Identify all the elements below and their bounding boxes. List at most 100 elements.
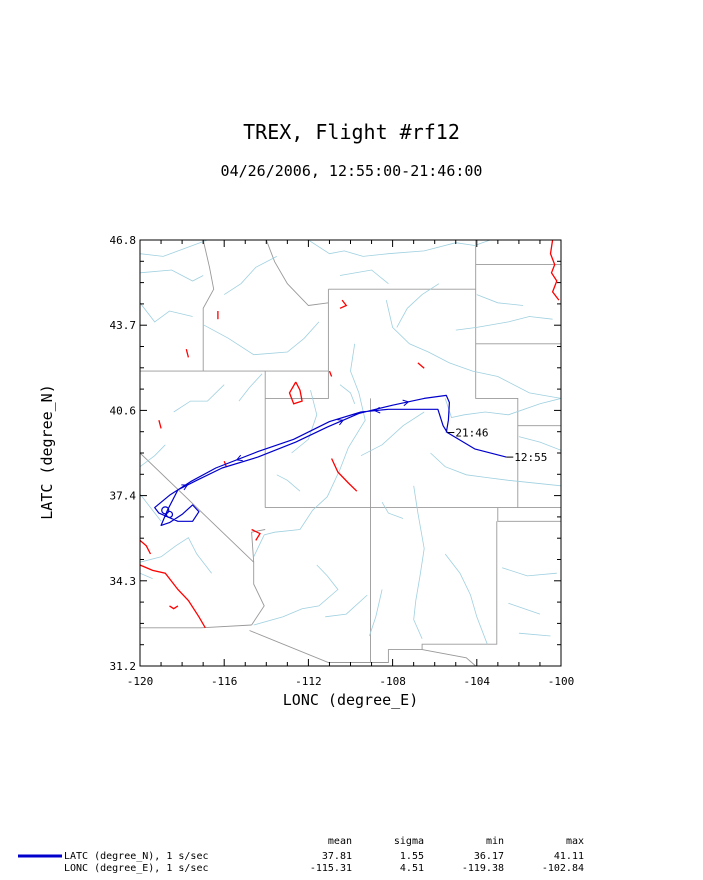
basemap-features	[140, 240, 561, 666]
track-direction-arrow	[235, 454, 243, 462]
river	[140, 537, 212, 574]
river	[508, 602, 541, 615]
state-border	[202, 240, 215, 372]
river	[385, 300, 561, 399]
river	[140, 269, 204, 282]
x-tick-label: -116	[211, 675, 238, 688]
stats-header-mean: mean	[327, 836, 352, 847]
river	[203, 321, 320, 356]
state-border	[265, 289, 329, 399]
river	[444, 553, 488, 645]
river	[444, 398, 561, 418]
stats-table: mean sigma min max LATC (degree_N), 1 s/…	[0, 836, 703, 880]
state-border	[251, 529, 266, 563]
state-border	[140, 624, 252, 629]
state-border	[475, 240, 519, 508]
chart-subtitle: 04/26/2006, 12:55:00-21:46:00	[220, 162, 483, 180]
lake-shore	[328, 370, 333, 377]
river	[253, 564, 339, 626]
river	[339, 384, 356, 404]
stats-row-max: 41.11	[553, 851, 584, 862]
chart-title: TREX, Flight #rf12	[243, 120, 460, 144]
x-tick-label: -108	[379, 675, 406, 688]
y-axis-label: LATC (degree_N)	[38, 384, 56, 520]
river	[360, 411, 425, 457]
river	[140, 572, 153, 579]
time-annotation: 21:46	[455, 427, 488, 440]
track-direction-arrow	[181, 484, 189, 491]
river	[325, 594, 368, 618]
river	[518, 632, 551, 637]
state-border	[249, 521, 498, 663]
stats-row-sigma: 4.51	[399, 863, 424, 874]
stats-row-mean: -115.31	[309, 863, 352, 874]
lake-shore	[140, 539, 152, 555]
y-tick-label: 43.7	[110, 319, 137, 332]
river	[339, 269, 389, 285]
river	[223, 256, 277, 295]
river	[140, 444, 166, 468]
x-tick-label: -112	[295, 675, 322, 688]
y-tick-label: 37.4	[110, 490, 137, 503]
state-border	[140, 452, 265, 626]
river	[430, 452, 561, 487]
lake-shore	[140, 564, 206, 629]
stats-row-label: LATC (degree_N), 1 s/sec	[64, 851, 209, 862]
basemap	[140, 240, 561, 666]
lake-shore	[549, 240, 560, 301]
river	[238, 373, 263, 402]
lake-shore	[339, 299, 348, 309]
y-tick-label: 46.8	[110, 234, 137, 247]
river	[455, 316, 553, 331]
lake-shore	[417, 362, 425, 369]
y-tick-label: 34.3	[110, 575, 137, 588]
legend-line-swatch	[18, 854, 62, 858]
river	[396, 283, 440, 328]
time-annotation: 12:55	[514, 451, 547, 464]
lake-shore	[158, 420, 162, 429]
river	[476, 294, 524, 306]
track-line	[154, 394, 507, 527]
stats-row-sigma: 1.55	[399, 851, 424, 862]
stats-row-min: 36.17	[473, 851, 504, 862]
lake-shore	[331, 458, 358, 492]
track-direction-arrow	[402, 399, 410, 407]
stats-row-label: LONC (degree_E), 1 s/sec	[64, 863, 209, 874]
lake-shore	[288, 381, 303, 405]
lake-shore	[185, 349, 190, 358]
state-border	[422, 649, 476, 666]
river	[369, 589, 383, 637]
river	[381, 501, 404, 519]
stats-header-max: max	[565, 836, 584, 847]
river	[291, 390, 318, 454]
plot-frame	[139, 239, 562, 667]
x-axis-label: LONC (degree_E)	[282, 691, 419, 709]
river	[501, 567, 557, 577]
flight-track	[154, 394, 507, 527]
stats-row-mean: 37.81	[321, 851, 352, 862]
stats-header-min: min	[485, 836, 504, 847]
x-tick-label: -104	[464, 675, 491, 688]
river	[413, 485, 425, 639]
x-tick-label: -120	[127, 675, 154, 688]
track-direction-arrow	[337, 419, 345, 426]
state-border	[265, 240, 329, 306]
x-tick-label: -100	[548, 675, 575, 688]
river	[253, 343, 366, 557]
track-loop	[165, 510, 174, 519]
stats-row-max: -102.84	[541, 863, 584, 874]
river	[173, 384, 225, 413]
y-tick-label: 31.2	[110, 660, 137, 673]
track-direction-arrow	[373, 406, 381, 414]
y-tick-label: 40.6	[110, 404, 137, 417]
river	[140, 240, 208, 257]
river	[276, 474, 301, 492]
plot-axes: -120 -116 -112 -108 -104 -100 31.2 34.3 37.4 40.6…	[110, 234, 575, 688]
lake-shore	[251, 528, 261, 541]
stats-row-min: -119.38	[461, 863, 504, 874]
stats-header-sigma: sigma	[393, 836, 424, 847]
river	[140, 302, 193, 323]
annotations: 21:46 12:55	[447, 427, 547, 464]
river	[140, 493, 162, 522]
